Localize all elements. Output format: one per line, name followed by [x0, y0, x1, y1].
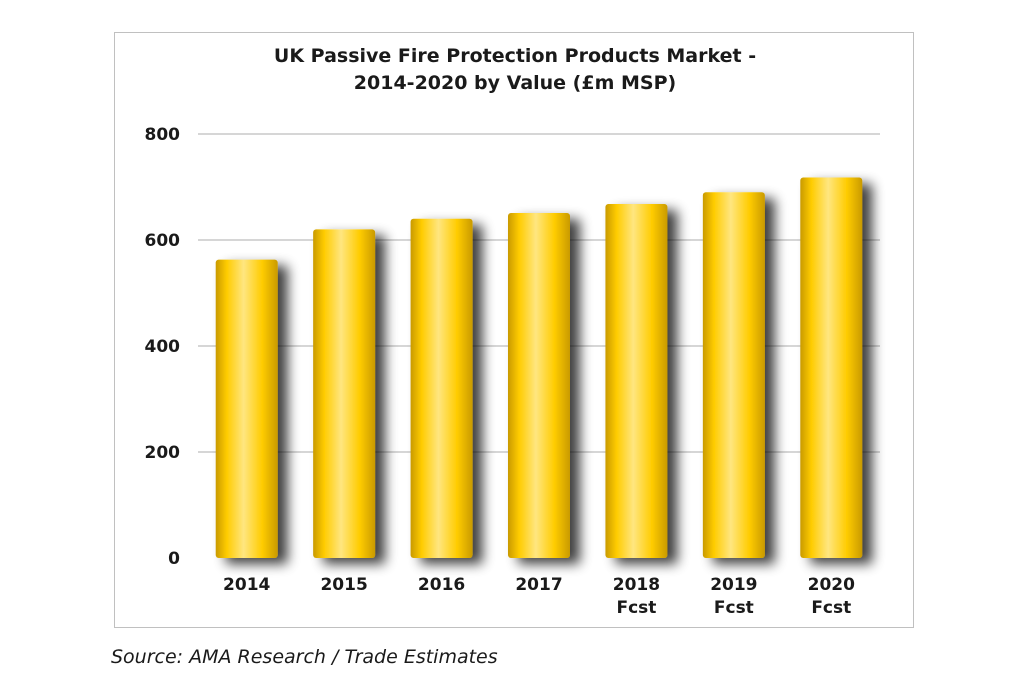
x-category-label: 2016 — [418, 575, 465, 595]
y-tick-label: 800 — [145, 125, 181, 145]
chart-title-line-1: UK Passive Fire Protection Products Mark… — [274, 45, 756, 67]
x-category-label: 2018 — [613, 575, 660, 595]
y-tick-label: 200 — [145, 443, 181, 463]
bar — [605, 203, 668, 558]
x-category-label: Fcst — [811, 598, 851, 618]
bar — [410, 218, 473, 559]
chart-title: UK Passive Fire Protection Products Mark… — [274, 45, 756, 94]
bar — [215, 259, 278, 558]
x-category-label: 2014 — [223, 575, 270, 595]
y-axis-ticks: 0 200 400 600 800 — [145, 125, 181, 569]
x-category-label: 2017 — [515, 575, 562, 595]
x-category-label: Fcst — [714, 598, 754, 618]
bar — [313, 229, 376, 558]
bar — [702, 192, 765, 559]
y-tick-label: 600 — [145, 231, 181, 251]
bar — [508, 212, 570, 558]
x-category-label: 2019 — [710, 575, 757, 595]
bars — [215, 177, 863, 559]
x-category-label: Fcst — [616, 598, 656, 618]
chart-title-line-2: 2014-2020 by Value (£m MSP) — [354, 72, 676, 94]
y-tick-label: 0 — [168, 549, 180, 569]
source-note: Source: AMA Research / Trade Estimates — [111, 646, 498, 668]
x-category-label: 2020 — [808, 575, 855, 595]
bar — [800, 177, 863, 558]
x-category-label: 2015 — [320, 575, 367, 595]
y-tick-label: 400 — [145, 337, 181, 357]
x-axis-labels: 2014 2015 2016 2017 2018 Fcst 2019 Fcst 2020 Fcst — [223, 575, 855, 618]
